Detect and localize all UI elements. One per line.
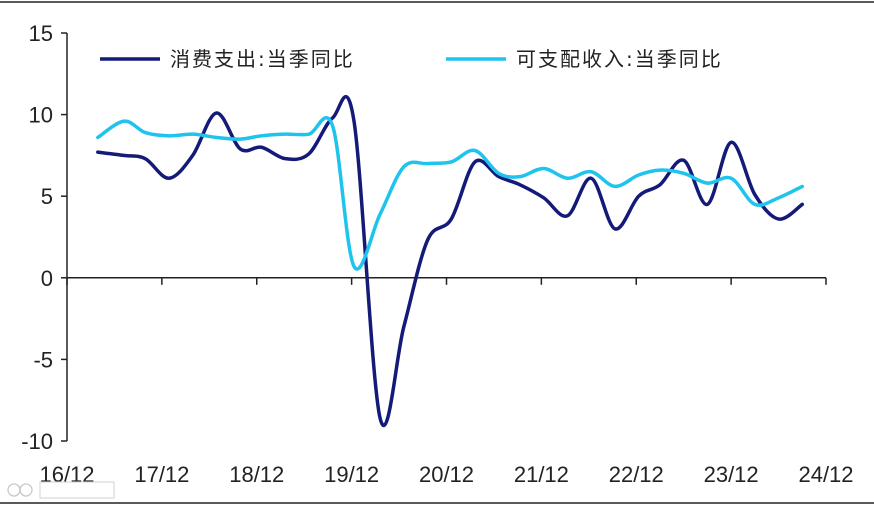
y-tick-label: 0	[41, 266, 53, 291]
series-group	[96, 94, 805, 428]
legend-label-consumption: 消费支出:当季同比	[170, 47, 355, 71]
x-tick-label: 20/12	[419, 462, 474, 487]
watermark-logo	[7, 481, 115, 499]
watermark-text-block	[39, 481, 115, 499]
watermark-ring-icon	[19, 483, 33, 497]
axes-group: -10 -5 0 5 10 15 16/12 17/12 18/12 19/12 20/12 21/1…	[21, 21, 853, 487]
x-tick-label: 22/12	[609, 462, 664, 487]
x-tick-label: 17/12	[134, 462, 189, 487]
x-tick-label: 24/12	[798, 462, 853, 487]
series-line-income	[96, 116, 805, 271]
x-tick-label: 21/12	[514, 462, 569, 487]
watermark-ring-icon	[7, 483, 21, 497]
x-tick-label: 18/12	[229, 462, 284, 487]
y-tick-label: 15	[29, 21, 53, 46]
y-tick-label: -10	[21, 429, 53, 454]
x-tick-label: 19/12	[324, 462, 379, 487]
legend: 消费支出:当季同比 可支配收入:当季同比	[100, 47, 723, 71]
x-tick-label: 16/12	[39, 462, 94, 487]
y-tick-label: -5	[33, 347, 53, 372]
y-tick-label: 10	[29, 103, 53, 128]
series-line-consumption	[96, 94, 805, 428]
x-tick-label: 23/12	[704, 462, 759, 487]
legend-label-income: 可支配收入:当季同比	[516, 47, 723, 71]
y-tick-label: 5	[41, 184, 53, 209]
